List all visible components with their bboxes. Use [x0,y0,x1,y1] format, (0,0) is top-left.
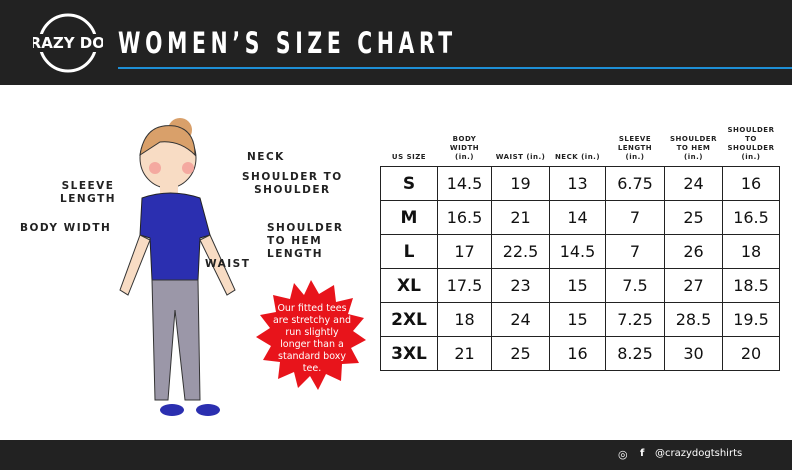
measurement-cell: 24 [664,166,723,201]
measurement-cell: 28.5 [664,302,723,337]
size-cell: 2XL [380,302,438,337]
crazy-dog-logo: CRAZY DOG [33,13,103,73]
measurement-cell: 13 [549,166,606,201]
measurement-cell: 24 [491,302,550,337]
measurement-cell: 17 [437,234,492,269]
table-row: S 14.5 19 13 6.75 24 16 [380,166,780,201]
measurement-cell: 16 [722,166,780,201]
instagram-icon[interactable]: ◎ [618,448,628,461]
measurement-cell: 7.25 [605,302,665,337]
measurement-cell: 25 [664,200,723,235]
column-header: SHOULDER TO SHOULDER (in.) [727,126,775,161]
measurement-cell: 18 [437,302,492,337]
measurement-cell: 18.5 [722,268,780,303]
column-header: NECK (in.) [554,153,601,161]
measurement-cell: 19 [491,166,550,201]
column-header: SHOULDER TO HEM (in.) [670,135,717,161]
size-cell: S [380,166,438,201]
header: CRAZY DOG WOMEN’S SIZE CHART [0,0,792,85]
measurement-cell: 25 [491,336,550,371]
svg-text:CRAZY DOG: CRAZY DOG [33,34,103,52]
label-sleeve-length: SLEEVE LENGTH [60,180,117,205]
measurement-cell: 23 [491,268,550,303]
measurement-cell: 30 [664,336,723,371]
label-body-width: BODY WIDTH [20,222,112,234]
table-header-row: US SIZE BODY WIDTH (in.) WAIST (in.) NEC… [381,126,780,167]
footer: ◎ f @crazydogtshirts [0,440,792,470]
label-shoulder-to-shoulder: SHOULDER TO SHOULDER [242,171,343,196]
column-header: WAIST (in.) [495,153,546,161]
column-header: US SIZE [391,153,427,161]
measurement-cell: 21 [437,336,492,371]
measurement-cell: 7 [605,234,665,269]
size-cell: XL [380,268,438,303]
table-row: 3XL 21 25 16 8.25 30 20 [380,336,780,371]
page-title: WOMEN’S SIZE CHART [118,26,457,60]
measurement-cell: 20 [722,336,780,371]
label-shoulder-to-hem: SHOULDER TO HEM LENGTH [267,222,344,260]
measurement-cell: 15 [549,268,606,303]
table-row: L 17 22.5 14.5 7 26 18 [380,234,780,269]
column-header: BODY WIDTH (in.) [449,135,480,161]
column-header: SLEEVE LENGTH (in.) [617,135,653,161]
measurement-cell: 19.5 [722,302,780,337]
starburst-badge [256,280,366,390]
measurement-cell: 14.5 [437,166,492,201]
woman-figure-illustration [119,118,236,416]
measurement-cell: 27 [664,268,723,303]
measurement-cell: 7 [605,200,665,235]
measurement-cell: 21 [491,200,550,235]
table-row: M 16.5 21 14 7 25 16.5 [380,200,780,235]
measurement-cell: 7.5 [605,268,665,303]
table-row: XL 17.5 23 15 7.5 27 18.5 [380,268,780,303]
measurement-cell: 15 [549,302,606,337]
measurement-cell: 16.5 [722,200,780,235]
measurement-cell: 17.5 [437,268,492,303]
size-table: US SIZE BODY WIDTH (in.) WAIST (in.) NEC… [380,126,780,371]
size-cell: 3XL [380,336,438,371]
label-waist: WAIST [205,258,251,270]
measurement-cell: 26 [664,234,723,269]
facebook-icon[interactable]: f [640,448,645,459]
measurement-cell: 6.75 [605,166,665,201]
size-cell: M [380,200,438,235]
badge-text: Our fitted tees are stretchy and run sli… [272,303,352,374]
measurement-cell: 16.5 [437,200,492,235]
size-cell: L [380,234,438,269]
measurement-cell: 22.5 [491,234,550,269]
label-neck: NECK [247,151,285,163]
social-handle[interactable]: @crazydogtshirts [655,448,743,459]
measurement-cell: 14 [549,200,606,235]
measurement-cell: 8.25 [605,336,665,371]
title-underline [118,67,792,69]
measurement-cell: 18 [722,234,780,269]
measurement-cell: 14.5 [549,234,606,269]
table-row: 2XL 18 24 15 7.25 28.5 19.5 [380,302,780,337]
measurement-cell: 16 [549,336,606,371]
